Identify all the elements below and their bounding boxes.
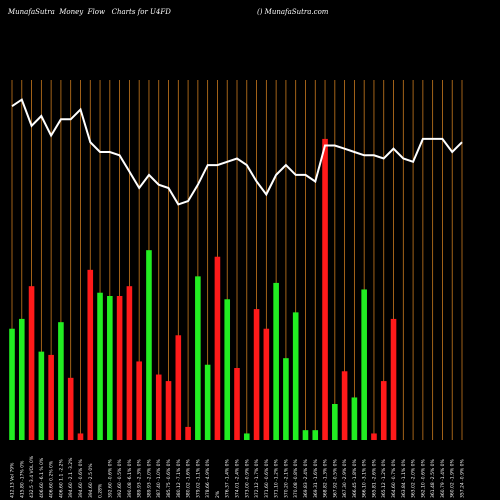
x-tick-label: 392.60 -0.5% 0% xyxy=(117,458,123,498)
x-tick-label: 392.60 -0.6% 0% xyxy=(107,458,113,498)
bar xyxy=(126,286,133,440)
bar xyxy=(341,371,348,440)
bar xyxy=(292,312,299,440)
bar xyxy=(273,282,279,440)
x-tick-label: 406.60 -6.1 % 0% xyxy=(39,457,45,498)
x-tick-label: 374.01 -2.4% 0% xyxy=(235,458,241,498)
bar xyxy=(302,430,309,440)
x-tick-label: 371.10 -1.2% 0% xyxy=(274,458,280,498)
bar xyxy=(204,364,211,440)
bar xyxy=(48,354,54,440)
bar xyxy=(136,361,142,440)
bar xyxy=(87,269,94,440)
x-tick-label: 365.12 -1.2% 0% xyxy=(381,458,387,498)
bar xyxy=(9,328,15,440)
x-tick-label: 394.60 -2.5 0% xyxy=(88,463,94,498)
bar xyxy=(351,397,358,440)
x-tick-label: 373.00 -0.9% 0% xyxy=(244,458,250,498)
money-flow-line xyxy=(11,98,463,206)
x-tick-label: 370.08 -0.8% 0% xyxy=(293,458,299,498)
bar xyxy=(107,296,113,440)
x-tick-label: 394.60 -0.6% 0% xyxy=(78,458,84,498)
bar xyxy=(155,374,162,440)
bar xyxy=(28,286,35,440)
x-tick-label: 2% xyxy=(215,490,221,498)
x-tick-label: 369.83 -2.4% 0% xyxy=(303,458,309,498)
x-tick-label: 380.02 -1.6% 0% xyxy=(186,458,192,498)
x-tick-label: 432.5 -3.4 VOL 0% xyxy=(29,455,35,498)
x-tick-label: 385.75 -0.6% 0% xyxy=(166,458,172,498)
bar xyxy=(116,296,123,440)
bar xyxy=(146,250,152,440)
x-tick-labels: 412.13 Vol 79% 415.80 -17% 0% 432.5 -3.4 V… xyxy=(10,455,466,498)
bar xyxy=(390,318,397,440)
bar xyxy=(97,292,103,440)
bar xyxy=(283,358,289,440)
x-tick-label: 360.02 -1.9% 0% xyxy=(450,458,456,498)
x-tick-label: 368.82 -1.3% 0% xyxy=(323,458,329,498)
bar xyxy=(18,318,25,440)
x-tick-label: 366.45 -1.8% 0% xyxy=(352,458,358,498)
bar xyxy=(38,351,45,440)
x-tick-label: 364.60 -0.7% 0% xyxy=(391,458,397,498)
x-tick-label: 415.80 -17% 0% xyxy=(19,460,25,498)
x-tick-label: 357.24 -0.9% 0% xyxy=(460,458,466,498)
bar xyxy=(243,433,250,440)
bar xyxy=(214,256,221,440)
x-tick-label: 379.02 -1.1% 0% xyxy=(195,458,201,498)
bar xyxy=(312,430,319,440)
x-tick-label: 412.13 Vol 79% xyxy=(10,462,16,498)
x-tick-label: 371.60 -0.6% 0% xyxy=(264,458,270,498)
bar xyxy=(195,276,201,440)
x-tick-label: 376.37 -1.4% 0% xyxy=(225,458,231,498)
x-tick-label: 370.20 -2.1% 0% xyxy=(283,458,289,498)
x-tick-label: 0.28% xyxy=(98,483,104,498)
bar xyxy=(380,381,387,440)
x-tick-label: 389.93 -2.3% 0% xyxy=(137,458,143,498)
bar xyxy=(67,377,74,440)
x-tick-label: 387.40 -1.0% 0% xyxy=(156,458,162,498)
bar xyxy=(332,404,338,440)
x-tick-label: 367.30 -2.9% 0% xyxy=(342,458,348,498)
bar xyxy=(185,426,191,440)
x-tick-label: 362.10 -0.6% 0% xyxy=(420,458,426,498)
x-tick-label: 380.12 -7.1% 0% xyxy=(176,458,182,498)
x-tick-label: 390.08 -6.1% 0% xyxy=(127,458,133,498)
x-tick-label: 360.79 -1.4% 0% xyxy=(440,458,446,498)
x-tick-label: 365.81 -2.6% 0% xyxy=(371,458,377,498)
bar xyxy=(224,299,231,440)
bar xyxy=(77,433,84,440)
x-tick-label: 361.48 -2.5% 0% xyxy=(430,458,436,498)
bar-series xyxy=(9,138,397,440)
x-tick-label: 363.84 -1.1% 0% xyxy=(401,458,407,498)
bar xyxy=(165,381,172,440)
bar xyxy=(263,328,270,440)
x-tick-label: 406.60 0.2% 0% xyxy=(49,460,55,498)
chart-header-title: MunafaSutra Money Flow Charts for U4FD xyxy=(8,8,171,16)
bar xyxy=(361,289,367,440)
bar xyxy=(371,433,377,440)
bar xyxy=(58,322,64,440)
chart-header-site: () MunafaSutra.com xyxy=(257,8,329,16)
x-tick-label: 389.93 -2.0% 0% xyxy=(146,458,152,498)
x-tick-label: 372.12 -1.7% 0% xyxy=(254,458,260,498)
x-tick-label: 369.31 -1.6% 0% xyxy=(313,458,319,498)
x-tick-label: 363.02 -2.0% 0% xyxy=(411,458,417,498)
line-series xyxy=(11,98,463,206)
bar xyxy=(175,335,182,440)
bar xyxy=(234,368,240,440)
x-tick-label: 394.60 -2.1 -3.2% xyxy=(68,457,74,498)
bar xyxy=(253,309,260,440)
x-tick-label: 367.92 -0.5% 0% xyxy=(332,458,338,498)
bar xyxy=(322,138,328,440)
x-tick-label: 366.10 -3.1% 0% xyxy=(362,458,368,498)
x-tick-label: 406.60 1.1 -2.2% xyxy=(58,458,64,498)
x-tick-label: 378.66 -4.9% 0% xyxy=(205,458,211,498)
